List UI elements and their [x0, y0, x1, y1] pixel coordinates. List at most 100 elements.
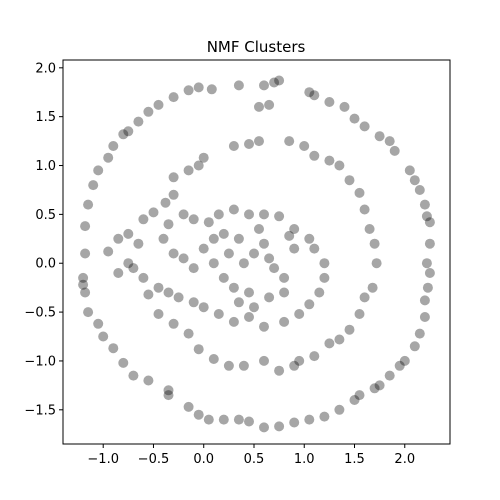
data-point: [409, 341, 420, 352]
data-point: [304, 233, 315, 244]
data-point: [424, 268, 435, 278]
data-point: [334, 404, 345, 415]
data-point: [274, 75, 285, 86]
data-point: [228, 282, 239, 293]
data-point: [98, 331, 109, 342]
data-point: [178, 209, 189, 220]
data-point: [80, 287, 91, 298]
data-point: [334, 160, 345, 171]
data-point: [208, 354, 219, 364]
data-point: [178, 253, 189, 264]
data-point: [123, 126, 134, 137]
data-point: [153, 99, 164, 110]
data-point: [78, 272, 89, 283]
data-point: [188, 297, 199, 308]
data-point: [208, 258, 219, 269]
data-point: [414, 328, 425, 339]
data-point: [233, 80, 244, 91]
data-point: [244, 287, 254, 298]
data-point: [183, 85, 194, 96]
data-point: [374, 131, 385, 142]
data-point: [193, 82, 204, 93]
y-tick-label: 0.5: [35, 208, 56, 223]
scatter-points: [78, 75, 435, 433]
data-point: [354, 390, 365, 401]
data-point: [163, 385, 174, 396]
data-point: [148, 207, 159, 218]
data-point: [309, 243, 320, 254]
data-point: [324, 155, 335, 166]
data-point: [249, 248, 259, 259]
data-point: [208, 233, 219, 244]
data-point: [369, 383, 380, 394]
data-point: [228, 316, 239, 327]
data-point: [422, 282, 433, 293]
data-point: [223, 248, 234, 259]
data-point: [238, 258, 249, 269]
data-point: [188, 263, 199, 274]
data-point: [384, 136, 395, 147]
data-point: [359, 204, 370, 215]
y-tick-label: 1.0: [35, 159, 56, 174]
data-point: [299, 141, 310, 151]
data-point: [118, 129, 129, 140]
data-point: [168, 172, 179, 183]
data-point: [319, 411, 330, 422]
x-axis: −1.0 −0.5 0.0 0.5 1.0 1.5 2.0: [87, 444, 415, 467]
data-point: [83, 307, 94, 318]
data-point: [168, 318, 179, 329]
data-point: [414, 185, 425, 195]
data-point: [238, 360, 249, 371]
data-point: [284, 136, 295, 147]
data-point: [128, 263, 139, 274]
data-point: [339, 101, 350, 112]
x-tick-label: −1.0: [87, 452, 119, 467]
data-point: [324, 338, 335, 349]
data-point: [419, 295, 430, 306]
data-point: [143, 289, 154, 300]
data-point: [168, 92, 179, 103]
data-point: [259, 209, 269, 220]
data-point: [218, 272, 229, 283]
data-point: [289, 417, 300, 428]
data-point: [254, 101, 264, 112]
data-point: [198, 243, 209, 254]
data-point: [143, 375, 154, 386]
data-point: [259, 355, 269, 366]
data-point: [218, 228, 229, 239]
data-point: [304, 87, 315, 98]
data-point: [153, 309, 164, 319]
data-point: [254, 136, 264, 147]
data-point: [269, 77, 280, 88]
data-point: [228, 141, 239, 151]
data-point: [279, 287, 290, 298]
data-point: [183, 328, 194, 339]
data-point: [334, 334, 345, 345]
data-point: [344, 324, 355, 335]
data-point: [264, 99, 275, 110]
y-axis: −1.5 −1.0 −0.5 0.0 0.5 1.0 1.5 2.0: [24, 61, 63, 418]
data-point: [359, 121, 370, 132]
data-point: [259, 422, 269, 433]
data-point: [367, 282, 378, 293]
data-point: [223, 360, 234, 371]
data-point: [294, 309, 305, 319]
data-point: [213, 209, 224, 220]
data-point: [244, 209, 254, 220]
data-point: [153, 282, 164, 293]
y-tick-label: −1.5: [24, 403, 56, 418]
data-point: [279, 316, 290, 327]
y-tick-label: −1.0: [24, 354, 56, 369]
data-point: [249, 302, 259, 313]
data-point: [133, 116, 144, 127]
data-point: [304, 299, 315, 310]
data-point: [364, 224, 375, 234]
data-point: [168, 189, 179, 200]
data-point: [424, 217, 435, 228]
data-point: [93, 318, 104, 329]
data-point: [128, 370, 139, 381]
data-point: [324, 97, 335, 107]
data-point: [314, 287, 325, 298]
